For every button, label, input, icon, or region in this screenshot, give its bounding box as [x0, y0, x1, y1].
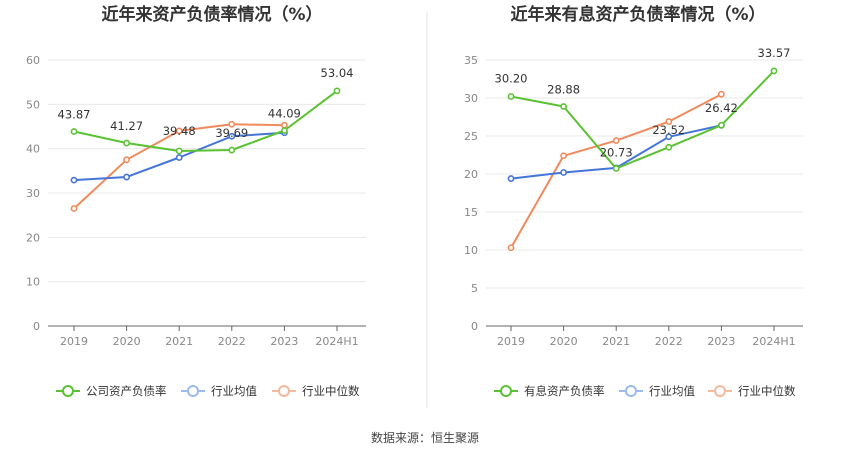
legend-marker [278, 385, 290, 397]
x-tick-label: 2023 [707, 335, 735, 348]
data-point [123, 156, 130, 164]
y-tick-label: 0 [33, 320, 40, 333]
legend-marker [62, 385, 74, 397]
data-point [507, 244, 515, 252]
data-point [665, 133, 673, 141]
data-point [228, 132, 236, 140]
data-point [228, 146, 236, 154]
data-point [718, 121, 725, 129]
data-label: 39.48 [163, 124, 196, 138]
data-point [665, 143, 673, 151]
chart-interest-bearing-debt-ratio: 近年来有息资产负债率情况（%） 0 5 10 15 20 25 30 35 2019 2020 202… [464, 4, 803, 398]
y-tick-label: 25 [464, 130, 478, 143]
data-label: 20.73 [600, 145, 633, 159]
data-point [70, 176, 78, 184]
data-point [665, 118, 673, 125]
data-point [560, 152, 567, 160]
y-tick-label: 0 [471, 320, 478, 333]
data-point [70, 128, 78, 135]
y-tick-label: 40 [26, 143, 40, 156]
legend-label: 行业中位数 [738, 384, 796, 398]
x-tick-label: 2020 [550, 335, 578, 348]
x-tick-label: 2023 [270, 335, 298, 348]
legend-marker [625, 385, 637, 397]
y-tick-label: 60 [26, 54, 40, 67]
legend-marker [714, 385, 726, 397]
data-point [280, 121, 288, 129]
data-point [175, 147, 183, 155]
data-label: 41.27 [110, 119, 143, 133]
y-tick-label: 20 [464, 168, 478, 181]
chart-debt-ratio: 近年来资产负债率情况（%） 0 10 20 30 40 50 60 2019 2020 2021 20… [26, 4, 366, 398]
series-line-0 [510, 70, 775, 170]
source-note: 数据来源：恒生聚源 [371, 430, 479, 445]
y-tick-label: 5 [471, 282, 478, 295]
data-point [612, 137, 620, 144]
x-tick-label: 2024H1 [315, 335, 358, 348]
x-tick-label: 2022 [218, 335, 246, 348]
series-line-0 [73, 90, 338, 152]
y-tick-label: 10 [464, 244, 478, 257]
legend-label: 行业均值 [649, 384, 695, 398]
data-label: 23.52 [652, 123, 685, 137]
data-point [560, 169, 567, 176]
data-point [70, 205, 78, 212]
data-label: 30.20 [495, 71, 528, 85]
data-label: 53.04 [321, 66, 354, 80]
x-tick-label: 2021 [165, 335, 193, 348]
legend-marker [187, 385, 199, 397]
x-tick-label: 2022 [655, 335, 683, 348]
legend-label: 行业均值 [211, 384, 257, 398]
y-tick-label: 30 [464, 92, 478, 105]
data-point [507, 175, 515, 182]
data-label: 39.69 [215, 126, 248, 140]
data-point [507, 93, 515, 100]
data-label: 43.87 [58, 108, 91, 122]
legend-label: 行业中位数 [302, 384, 360, 398]
x-tick-label: 2019 [60, 335, 88, 348]
data-point [333, 87, 341, 95]
data-point [612, 165, 620, 172]
data-point [123, 173, 130, 181]
y-tick-label: 10 [26, 276, 40, 289]
y-tick-label: 15 [464, 206, 478, 219]
legend-label: 有息资产负债率 [524, 384, 605, 398]
chart-title: 近年来资产负债率情况（%） [101, 4, 322, 25]
chart-title: 近年来有息资产负债率情况（%） [510, 4, 765, 25]
data-point [560, 103, 567, 110]
legend-marker [500, 385, 512, 397]
data-label: 28.88 [547, 83, 580, 97]
data-point [718, 90, 725, 98]
x-tick-label: 2024H1 [752, 335, 795, 348]
y-tick-label: 50 [26, 98, 40, 111]
x-tick-label: 2021 [602, 335, 630, 348]
data-point [123, 139, 130, 147]
legend-label: 公司资产负债率 [86, 384, 167, 398]
y-tick-label: 20 [26, 231, 40, 244]
data-label: 33.57 [758, 46, 791, 60]
data-point [228, 120, 236, 128]
data-label: 26.42 [705, 101, 738, 115]
data-label: 44.09 [268, 107, 301, 121]
y-tick-label: 30 [26, 187, 40, 200]
data-point [175, 127, 183, 135]
data-point [770, 67, 778, 75]
x-tick-label: 2020 [113, 335, 141, 348]
y-tick-label: 35 [464, 54, 478, 67]
x-tick-label: 2019 [497, 335, 525, 348]
data-point [280, 127, 288, 134]
data-point [175, 154, 183, 161]
